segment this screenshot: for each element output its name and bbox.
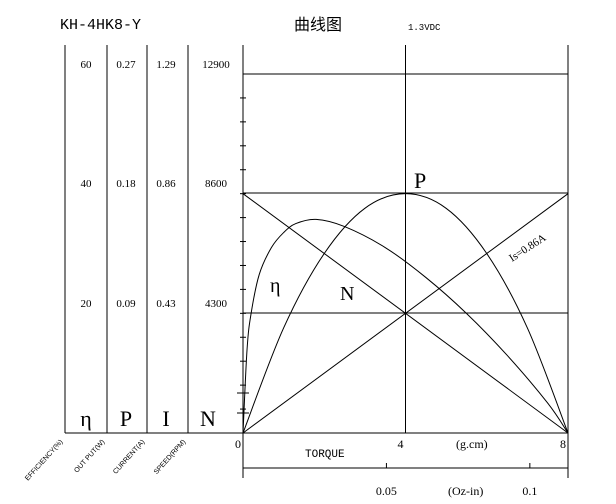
model-label: KH-4HK8-Y — [60, 17, 141, 34]
chart-title: 曲线图 — [294, 16, 342, 34]
scale-tick-label: 12900 — [202, 59, 230, 71]
speed-label: N — [340, 283, 354, 305]
scale-name: CURRENT(A) — [112, 439, 146, 476]
ozin-tick-label: 0.1 — [522, 484, 537, 498]
torque-axis: 0 4 8 TORQUE (g.cm) 0.05 0.1 (Oz-in) — [235, 433, 569, 498]
current-label: Is=0.86A — [507, 232, 548, 265]
chart-frame — [64, 45, 569, 434]
scale-tick-label: 4300 — [205, 298, 228, 310]
scale-tick-label: 40 — [81, 178, 93, 190]
torque-label: TORQUE — [305, 449, 345, 461]
scale-symbol: N — [200, 406, 216, 431]
efficiency-curve — [242, 218, 569, 434]
curve-labels: N Is=0.86A Pη — [270, 168, 548, 305]
ozin-unit: (Oz-in) — [448, 484, 483, 498]
scale-name: SPEED(RPM) — [153, 439, 188, 476]
output-label: P — [414, 168, 426, 193]
scale-name: OUT PUT(W) — [73, 439, 106, 475]
left-scales: 20 40 60 η EFFICIENCY(%) 0.09 0.18 0.27 P OUT PUT… — [24, 59, 230, 482]
scale-tick-label: 60 — [81, 59, 93, 71]
scale-tick-label: 20 — [81, 298, 93, 310]
torque-unit: (g.cm) — [456, 437, 488, 451]
scale-tick-label: 0.86 — [156, 178, 176, 190]
curves — [242, 193, 569, 434]
scale-tick-label: 0.43 — [156, 298, 176, 310]
efficiency-label: η — [270, 275, 280, 297]
scale-symbol: I — [162, 406, 169, 431]
ozin-tick-label: 0.05 — [376, 484, 397, 498]
voltage-label: 1.3VDC — [408, 23, 441, 33]
scale-name: EFFICIENCY(%) — [24, 439, 64, 483]
scale-symbol: P — [120, 406, 132, 431]
output-curve — [242, 193, 569, 434]
scale-tick-label: 0.27 — [116, 59, 136, 71]
scale-tick-label: 1.29 — [156, 59, 176, 71]
current-curve — [242, 193, 569, 434]
scale-tick-label: 0.18 — [116, 178, 136, 190]
scale-tick-label: 0.09 — [116, 298, 136, 310]
torque-tick-label: 4 — [398, 437, 404, 451]
scale-tick-label: 8600 — [205, 178, 228, 190]
torque-tick-label: 8 — [560, 437, 566, 451]
scale-symbol: η — [80, 406, 92, 431]
torque-tick-label: 0 — [235, 437, 241, 451]
